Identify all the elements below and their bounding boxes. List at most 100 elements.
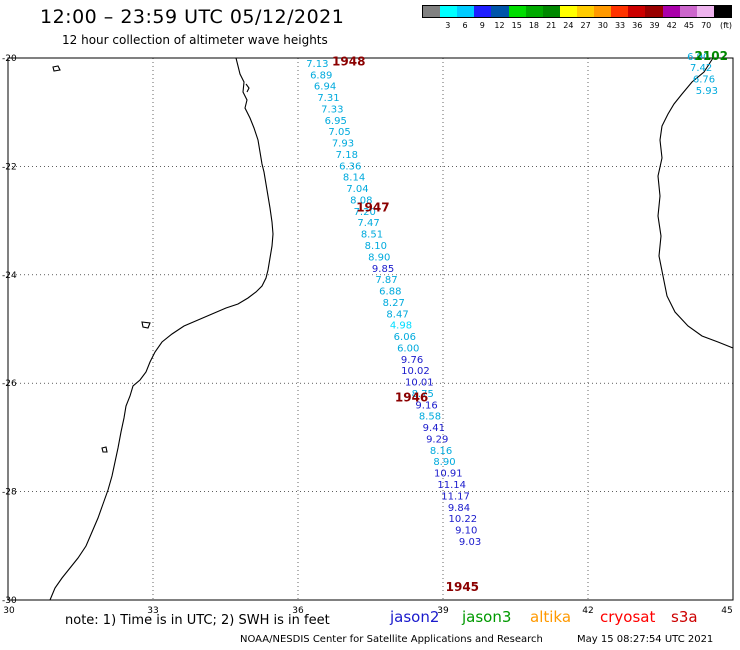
y-tick-label: -26	[2, 379, 17, 389]
swh-reading: 6.00	[397, 343, 419, 354]
scale-swatch	[457, 6, 475, 17]
track-time-label: 1945	[446, 580, 479, 594]
scale-swatch	[576, 6, 595, 17]
color-scale-labels: 3 6 9 12 15 18 21 24 27 30 33 36 39 42 45 70 (ft)	[422, 18, 732, 32]
scale-label: 12	[494, 21, 505, 30]
swh-reading: 8.27	[383, 298, 405, 309]
scale-label: 42	[666, 21, 677, 30]
swh-reading: 8.10	[365, 241, 387, 252]
scale-label: 3	[445, 21, 451, 30]
scale-swatch	[474, 6, 492, 17]
swh-reading: 7.20	[354, 207, 376, 218]
swh-reading: 9.29	[426, 434, 448, 445]
swh-reading: 8.90	[433, 457, 455, 468]
swh-reading: 6.90	[687, 52, 709, 63]
scale-swatch	[713, 6, 731, 17]
map-grid	[7, 57, 734, 601]
coastline	[49, 57, 734, 601]
swh-reading: 8.75	[412, 389, 434, 400]
swh-reading: 7.87	[375, 275, 397, 286]
scale-unit: (ft)	[719, 21, 733, 30]
color-scale-bar	[422, 5, 732, 18]
chart-title: 12:00 – 23:59 UTC 05/12/2021	[40, 6, 345, 28]
swh-reading: 8.08	[350, 195, 372, 206]
swh-reading: 7.18	[336, 150, 358, 161]
islet-2	[101, 446, 108, 453]
coastline-madagascar	[657, 57, 734, 349]
legend-note: note: 1) Time is in UTC; 2) SWH is in fe…	[65, 613, 330, 628]
islet-4	[245, 83, 250, 93]
chart-subtitle: 12 hour collection of altimeter wave hei…	[62, 33, 328, 47]
sat-s3a: s3a	[671, 608, 698, 626]
scale-label: 39	[649, 21, 660, 30]
swh-reading: 11.14	[437, 480, 466, 491]
scale-label: 45	[683, 21, 695, 30]
track-time-label: 1948	[332, 54, 365, 68]
swh-reading: 7.13	[306, 59, 328, 70]
x-tick-label: 45	[721, 606, 732, 616]
swh-reading: 6.06	[394, 332, 416, 343]
swh-reading: 7.05	[328, 127, 350, 138]
swh-reading: 8.51	[361, 230, 383, 241]
swh-reading: 7.04	[346, 184, 368, 195]
scale-swatch	[662, 6, 680, 17]
x-tick-label: 39	[437, 606, 449, 616]
scale-swatch	[423, 6, 441, 17]
scale-swatch	[491, 6, 509, 17]
swh-reading: 7.31	[317, 93, 339, 104]
scale-swatch	[508, 6, 526, 17]
swh-reading: 9.85	[372, 264, 394, 275]
swh-reading: 6.95	[325, 116, 347, 127]
swh-reading: 10.91	[434, 469, 463, 480]
scale-label: 33	[614, 21, 626, 30]
scale-label: 24	[563, 21, 574, 30]
scale-swatch	[696, 6, 714, 17]
islet-1	[52, 65, 61, 72]
scale-swatch	[628, 6, 646, 17]
scale-label: 70	[701, 21, 712, 30]
x-tick-label: 36	[292, 606, 304, 616]
color-scale: 3 6 9 12 15 18 21 24 27 30 33 36 39 42 45 70 (ft)	[422, 5, 732, 35]
swh-reading: 9.16	[415, 400, 437, 411]
swh-reading: 4.98	[390, 321, 412, 332]
scale-swatch	[645, 6, 663, 17]
scale-swatch	[611, 6, 629, 17]
x-tick-label: 42	[582, 606, 593, 616]
swh-reading: 9.10	[455, 526, 477, 537]
swh-reading: 6.89	[310, 70, 332, 81]
track-time-label: 1947	[356, 201, 389, 215]
y-axis-ticks: -20 -22 -24 -26 -28 -30	[2, 54, 17, 606]
scale-swatch	[542, 6, 560, 17]
swh-reading: 5.93	[696, 86, 718, 97]
x-tick-label: 30	[3, 606, 15, 616]
track-time-label: 2102	[695, 49, 728, 63]
swh-reading: 9.03	[459, 537, 481, 548]
swh-reading: 7.47	[357, 218, 379, 229]
swh-reading: 8.14	[343, 173, 365, 184]
swh-reading: 10.22	[448, 514, 477, 525]
swh-reading: 9.76	[401, 355, 423, 366]
x-axis-ticks: 30 33 36 39 42 45	[3, 606, 732, 616]
islet-3	[141, 321, 151, 329]
y-tick-label: -30	[2, 596, 17, 606]
scale-label: 15	[511, 21, 522, 30]
scale-swatch	[559, 6, 577, 17]
swh-reading: 11.17	[441, 491, 470, 502]
credit-line: NOAA/NESDIS Center for Satellite Applica…	[240, 634, 543, 645]
x-tick-label: 33	[147, 606, 158, 616]
sat-jason3: jason3	[462, 608, 512, 626]
scale-swatch	[440, 6, 458, 17]
swh-reading: 6.88	[379, 287, 401, 298]
scale-label: 27	[580, 21, 591, 30]
swh-reading: 8.47	[386, 309, 408, 320]
sat-altika: altika	[530, 608, 572, 626]
swh-reading: 6.94	[314, 82, 336, 93]
y-tick-label: -28	[2, 488, 17, 498]
scale-label: 6	[462, 21, 468, 30]
swh-reading: 9.84	[448, 503, 470, 514]
y-tick-label: -22	[2, 162, 17, 172]
swh-reading: 8.58	[419, 412, 441, 423]
swh-reading: 9.41	[423, 423, 445, 434]
swh-reading: 6.36	[339, 161, 361, 172]
